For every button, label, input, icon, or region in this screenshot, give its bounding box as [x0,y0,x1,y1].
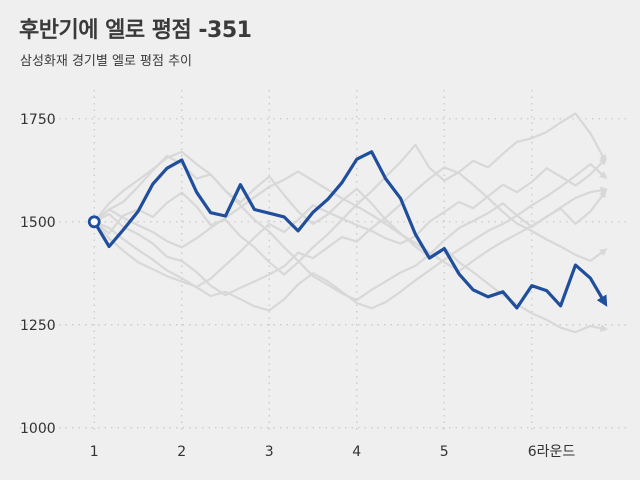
background-series-line-4 [93,166,608,297]
background-series-line-6 [93,163,608,312]
y-axis-labels: 1000 1250 1500 1750 [20,112,56,437]
x-tick-label: 6라운드 [528,444,576,460]
y-tick-label: 1750 [20,112,56,128]
highlight-start-point [87,215,101,229]
grid [20,90,628,432]
y-tick-label: 1500 [20,215,56,231]
background-series-line-1 [93,154,609,334]
background-series-group [93,112,609,334]
background-series-line-3 [93,157,608,288]
chart-title: 후반기에 엘로 평점 -351 [19,18,252,43]
background-series-line-2 [93,112,607,276]
background-series-line-7 [93,170,609,273]
x-tick-label: 3 [265,444,274,460]
highlight-series-group [87,150,608,310]
x-tick-label: 4 [352,444,361,460]
highlight-series-line [92,150,608,310]
y-tick-label: 1250 [20,318,56,334]
y-tick-label: 1000 [20,421,56,437]
x-tick-label: 2 [177,444,186,460]
chart-subtitle: 삼성화재 경기별 엘로 평점 추이 [20,54,193,69]
x-tick-label: 1 [90,444,99,460]
x-tick-label: 5 [440,444,449,460]
x-axis-labels: 1 2 3 4 5 6라운드 [90,444,576,460]
